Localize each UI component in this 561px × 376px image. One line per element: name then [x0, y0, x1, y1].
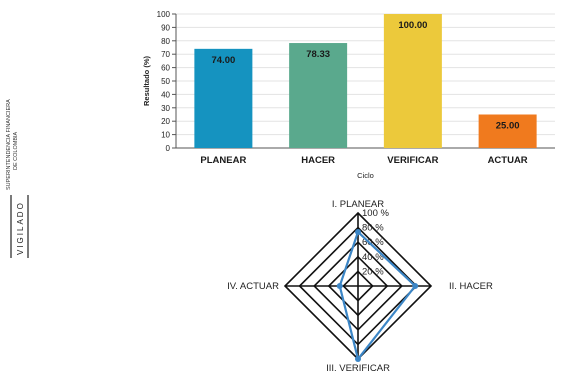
radar-ring-label: 100 % [362, 208, 389, 219]
watermark: SUPERINTENDENCIA FINANCIERA DE COLOMBIA … [6, 99, 29, 258]
bar [383, 14, 442, 148]
x-tick-label: PLANEAR [200, 155, 246, 166]
x-tick-label: VERIFICAR [387, 155, 438, 166]
y-tick-label: 100 [157, 10, 171, 19]
x-axis-label: Ciclo [357, 171, 374, 180]
watermark-stamp: VIGILADO [16, 201, 25, 255]
x-tick-label: ACTUAR [488, 155, 528, 166]
y-tick-label: 30 [161, 104, 170, 113]
radar-ring-label: 80 % [362, 223, 384, 234]
bar [289, 43, 348, 149]
bar [478, 114, 537, 148]
bar-value-label: 100.00 [398, 20, 427, 31]
watermark-org-line2: DE COLOMBIA [13, 131, 19, 170]
bar-value-label: 74.00 [211, 55, 235, 66]
y-tick-label: 70 [161, 50, 170, 59]
watermark-org-line1: SUPERINTENDENCIA FINANCIERA [6, 99, 12, 190]
y-tick-label: 10 [161, 131, 170, 140]
y-tick-label: 40 [161, 90, 170, 99]
radar-ring-label: 40 % [362, 252, 384, 263]
bar-value-label: 25.00 [496, 121, 520, 132]
bar-value-label: 78.33 [306, 49, 330, 60]
y-tick-label: 20 [161, 117, 170, 126]
radar-point [355, 356, 361, 362]
y-tick-label: 0 [166, 144, 171, 153]
y-tick-label: 60 [161, 64, 170, 73]
y-tick-label: 90 [161, 23, 170, 32]
bar [194, 48, 253, 149]
bar-chart: 0 10 20 30 40 50 60 70 80 90 100 74.00 PLANEAR 78.33 H… [142, 10, 555, 180]
radar-point [412, 283, 419, 289]
radar-axis-label: III. VERIFICAR [326, 363, 390, 371]
y-axis-label: Resultado (%) [142, 56, 151, 107]
y-tick-label: 50 [161, 77, 170, 86]
radar-point [355, 228, 361, 235]
radar-axis-label: II. HACER [449, 281, 493, 292]
radar-ring-label: 20 % [362, 266, 384, 277]
x-tick-label: HACER [301, 155, 335, 166]
radar-chart: 20 % 40 % 60 % 80 % 100 %I. PLANEAR II. HACER… [227, 199, 493, 374]
radar-ring-label: 60 % [362, 237, 384, 248]
radar-point [336, 283, 343, 289]
radar-axis-label: I. PLANEAR [332, 199, 384, 210]
radar-axis-label: IV. ACTUAR [227, 281, 279, 292]
y-tick-label: 80 [161, 37, 170, 46]
